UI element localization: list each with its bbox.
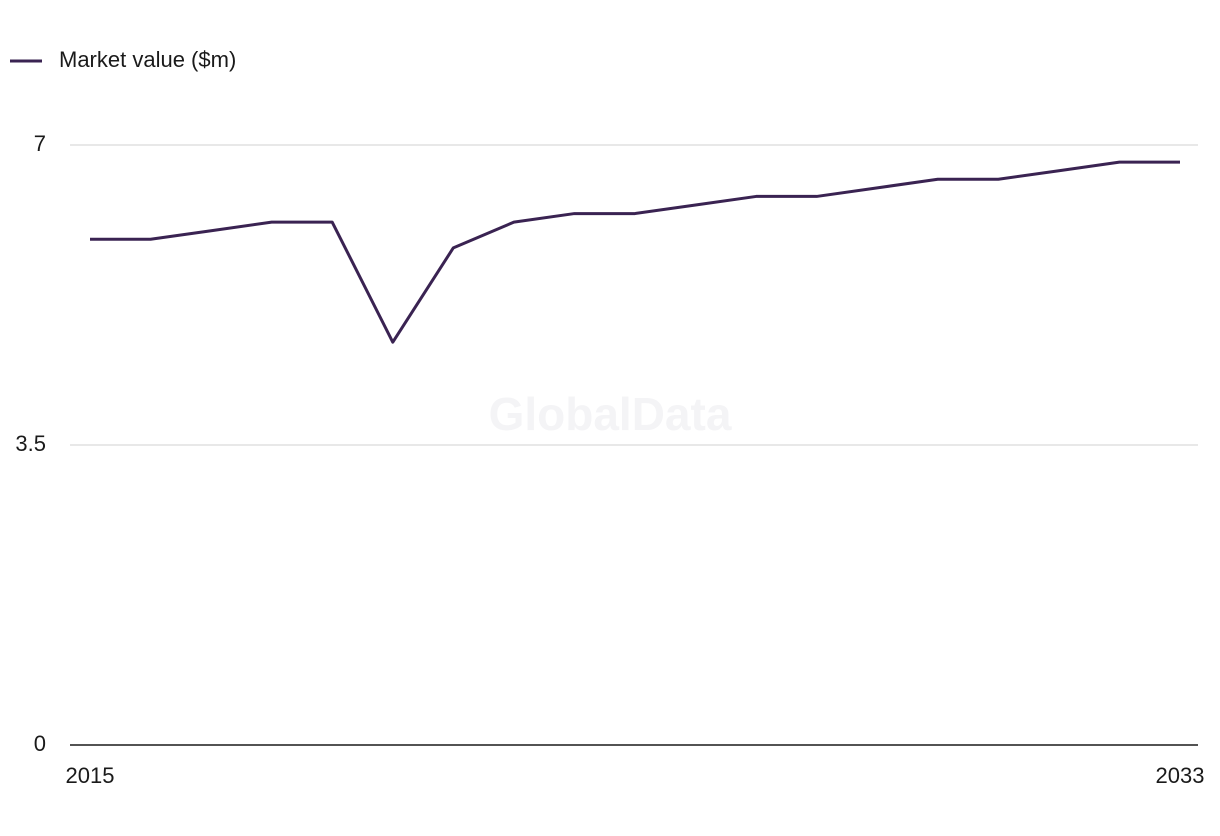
watermark: GlobalData xyxy=(489,388,732,440)
y-tick-label: 3.5 xyxy=(15,431,46,456)
y-tick-label: 0 xyxy=(34,731,46,756)
y-tick-label: 7 xyxy=(34,131,46,156)
series-line xyxy=(90,160,1180,344)
x-tick-label: 2015 xyxy=(66,763,115,788)
x-tick-label: 2033 xyxy=(1156,763,1205,788)
legend-label: Market value ($m) xyxy=(59,47,236,72)
